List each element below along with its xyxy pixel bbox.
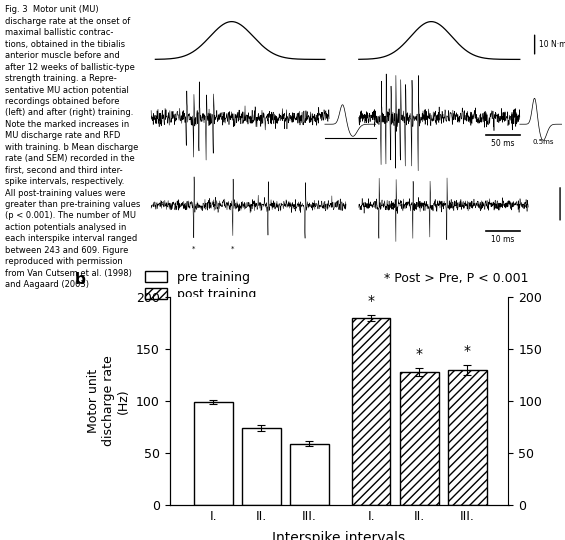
Bar	[242, 428, 281, 505]
Y-axis label: Motor unit
discharge rate
(Hz): Motor unit discharge rate (Hz)	[88, 355, 131, 447]
Legend: pre training, post training: pre training, post training	[145, 271, 257, 301]
Text: Fig. 3  Motor unit (MU)
discharge rate at the onset of
maximal ballistic contrac: Fig. 3 Motor unit (MU) discharge rate at…	[5, 5, 141, 289]
Bar	[448, 370, 486, 505]
Text: *: *	[192, 246, 195, 252]
Text: 1mV: 1mV	[564, 199, 565, 208]
Bar	[400, 372, 438, 505]
Text: *: *	[368, 294, 375, 308]
Text: 50 ms: 50 ms	[491, 139, 515, 148]
Bar	[194, 402, 233, 505]
Text: 10 ms: 10 ms	[491, 235, 515, 245]
Bar	[290, 443, 329, 505]
Text: b: b	[75, 272, 85, 287]
Text: 0.5ms: 0.5ms	[532, 139, 554, 145]
Text: 10 N·m: 10 N·m	[539, 40, 565, 49]
Text: *: *	[416, 347, 423, 361]
Text: *: *	[464, 345, 471, 359]
Text: *: *	[231, 246, 234, 252]
X-axis label: Interspike intervals: Interspike intervals	[272, 531, 406, 540]
Text: * Post > Pre, P < 0.001: * Post > Pre, P < 0.001	[384, 272, 529, 285]
Bar	[352, 318, 390, 505]
